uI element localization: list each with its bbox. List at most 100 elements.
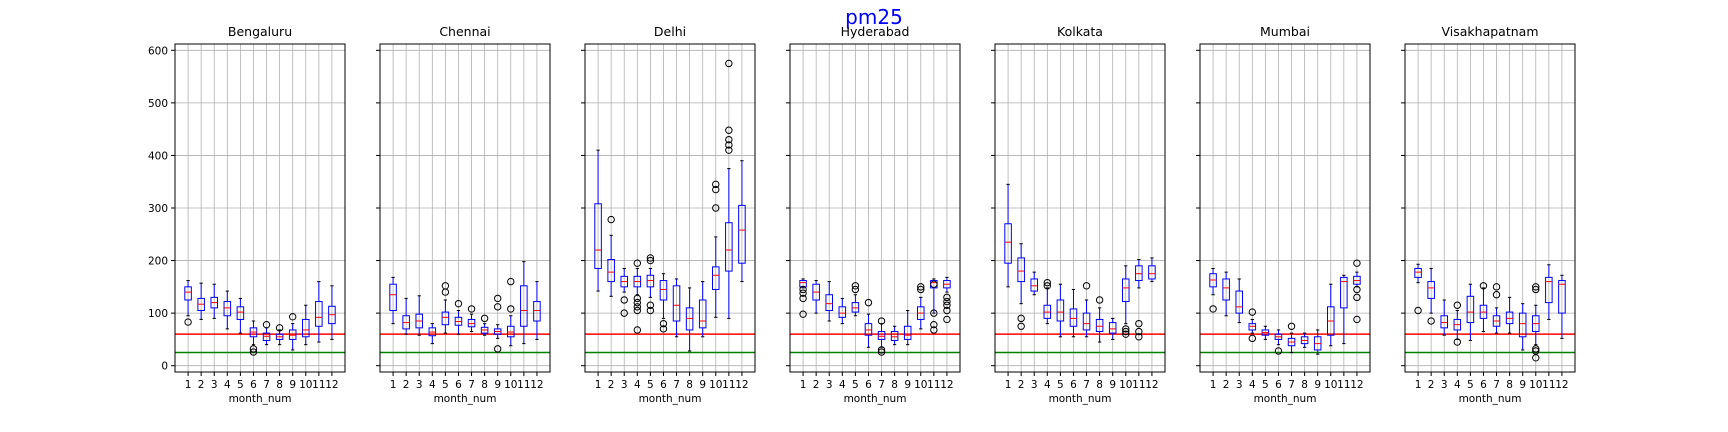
x-tick-label: 10: [299, 379, 312, 391]
x-tick-label: 3: [1236, 379, 1243, 391]
outlier-point: [1135, 319, 1143, 328]
outlier-point: [1248, 334, 1257, 343]
box-month-4: [1043, 278, 1052, 325]
outlier-point: [1017, 314, 1025, 323]
box-month-9: [903, 310, 912, 346]
box-iqr: [712, 266, 720, 290]
box-month-5: [851, 282, 860, 317]
x-tick-label: 12: [1145, 379, 1158, 391]
outlier-point: [1453, 338, 1462, 346]
x-tick-label: 4: [1044, 379, 1051, 391]
x-tick-label: 12: [325, 379, 338, 391]
x-tick-label: 8: [276, 379, 283, 391]
outlier-point: [1122, 330, 1130, 338]
box-month-6: [659, 273, 668, 333]
box-iqr: [838, 306, 847, 318]
x-tick-label: 9: [699, 379, 706, 391]
outlier-point: [725, 141, 733, 149]
outlier-point: [467, 305, 476, 313]
y-tick-label: 500: [148, 98, 168, 110]
x-tick-label: 2: [403, 379, 410, 391]
panel-title: Bengaluru: [228, 24, 292, 39]
outlier-point: [725, 126, 733, 134]
outlier-point: [930, 280, 938, 288]
x-tick-label: 10: [1324, 379, 1337, 391]
box-iqr: [441, 311, 450, 326]
figure-title: pm25: [845, 5, 903, 29]
x-tick-label: 5: [852, 379, 859, 391]
x-tick-label: 2: [1018, 379, 1025, 391]
outlier-point: [1274, 347, 1283, 355]
box-iqr: [799, 280, 807, 288]
box-month-12: [738, 160, 746, 283]
outlier-point: [943, 297, 951, 306]
outlier-point: [1122, 327, 1130, 336]
box-month-5: [441, 282, 450, 334]
box-month-10: [302, 304, 310, 346]
x-tick-label: 11: [1542, 379, 1555, 391]
x-tick-label: 2: [198, 379, 205, 391]
outlier-point: [275, 324, 284, 332]
outlier-point: [633, 306, 642, 315]
outlier-point: [917, 283, 925, 291]
x-tick-label: 6: [250, 379, 257, 391]
outlier-point: [877, 346, 886, 354]
outlier-point: [1353, 293, 1361, 302]
x-tick-label: 3: [621, 379, 628, 391]
x-tick-label: 3: [416, 379, 423, 391]
box-month-11: [1135, 259, 1143, 341]
x-axis-label: month_num: [229, 393, 292, 405]
x-tick-label: 11: [722, 379, 735, 391]
x-tick-label: 4: [429, 379, 436, 391]
box-month-1: [1209, 267, 1217, 313]
box-month-5: [646, 254, 655, 315]
box-month-12: [533, 281, 541, 340]
x-tick-label: 4: [839, 379, 846, 391]
x-tick-label: 1: [1005, 379, 1012, 391]
box-month-1: [799, 278, 807, 318]
box-iqr: [659, 280, 668, 301]
box-month-3: [210, 283, 218, 319]
box-iqr: [1505, 311, 1514, 325]
box-month-8: [1095, 296, 1104, 343]
x-tick-label: 9: [289, 379, 296, 391]
box-month-7: [1287, 322, 1296, 354]
outlier-point: [633, 303, 642, 311]
box-month-2: [607, 215, 615, 297]
box-month-6: [1274, 329, 1283, 355]
box-iqr: [1122, 278, 1130, 303]
outlier-point: [725, 135, 733, 144]
box-month-10: [1327, 283, 1335, 347]
outlier-point: [633, 326, 642, 334]
x-tick-label: 3: [211, 379, 218, 391]
panel-bengaluru: 1 2 3 4 5 6 7 8 9 10 11 120100200300400500600Bengal…: [148, 24, 346, 405]
x-tick-label: 1: [800, 379, 807, 391]
x-tick-label: 10: [504, 379, 517, 391]
outlier-point: [725, 59, 733, 68]
outlier-point: [1453, 301, 1462, 309]
outlier-point: [288, 313, 297, 321]
outlier-point: [607, 215, 615, 224]
box-month-9: [1313, 329, 1322, 355]
box-iqr: [1056, 299, 1065, 322]
outlier-point: [659, 325, 668, 333]
y-tick-label: 200: [148, 256, 168, 268]
x-tick-label: 11: [1132, 379, 1145, 391]
box-month-6: [454, 299, 463, 335]
box-iqr: [698, 299, 707, 329]
outlier-point: [1532, 347, 1540, 355]
box-month-9: [288, 313, 297, 351]
box-iqr: [1095, 318, 1104, 333]
x-axis-label: month_num: [639, 393, 702, 405]
box-month-3: [1030, 271, 1039, 296]
outlier-point: [1287, 322, 1296, 330]
x-tick-label: 11: [312, 379, 325, 391]
y-tick-label: 600: [148, 45, 168, 57]
outlier-point: [1135, 327, 1143, 336]
box-month-9: [1108, 317, 1117, 340]
x-axis-label: month_num: [844, 393, 907, 405]
box-month-3: [1440, 299, 1449, 336]
x-tick-label: 12: [530, 379, 543, 391]
box-iqr: [1466, 295, 1475, 324]
outlier-point: [930, 320, 938, 329]
